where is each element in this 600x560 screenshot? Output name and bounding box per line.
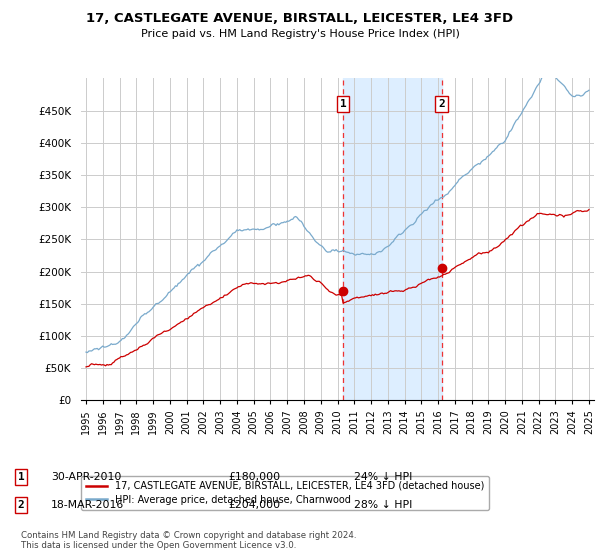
Text: 30-APR-2010: 30-APR-2010 [51, 472, 121, 482]
Text: £180,000: £180,000 [228, 472, 280, 482]
Text: £204,000: £204,000 [228, 500, 280, 510]
Text: 2: 2 [438, 99, 445, 109]
Text: Contains HM Land Registry data © Crown copyright and database right 2024.
This d: Contains HM Land Registry data © Crown c… [21, 530, 356, 550]
Legend: 17, CASTLEGATE AVENUE, BIRSTALL, LEICESTER, LE4 3FD (detached house), HPI: Avera: 17, CASTLEGATE AVENUE, BIRSTALL, LEICEST… [81, 476, 489, 510]
Text: 2: 2 [17, 500, 25, 510]
Text: Price paid vs. HM Land Registry's House Price Index (HPI): Price paid vs. HM Land Registry's House … [140, 29, 460, 39]
Text: 18-MAR-2016: 18-MAR-2016 [51, 500, 124, 510]
Text: 17, CASTLEGATE AVENUE, BIRSTALL, LEICESTER, LE4 3FD: 17, CASTLEGATE AVENUE, BIRSTALL, LEICEST… [86, 12, 514, 25]
Text: 1: 1 [17, 472, 25, 482]
Bar [343, 78, 442, 400]
Text: 28% ↓ HPI: 28% ↓ HPI [354, 500, 412, 510]
Text: 24% ↓ HPI: 24% ↓ HPI [354, 472, 412, 482]
Text: 1: 1 [340, 99, 346, 109]
